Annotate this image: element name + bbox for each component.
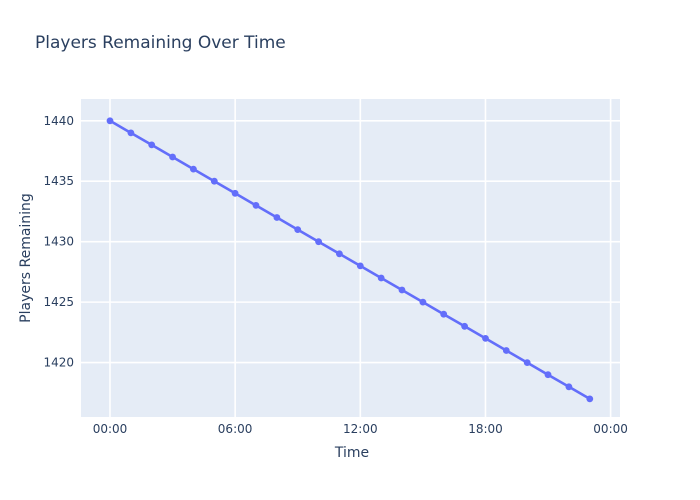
data-point[interactable] (273, 214, 281, 221)
data-point[interactable] (294, 226, 302, 234)
y-tick-label: 1440 (43, 114, 74, 128)
data-point[interactable] (210, 177, 218, 185)
x-axis-title: Time (334, 445, 369, 461)
x-tick-label: 00:00 (593, 422, 628, 436)
data-point[interactable] (398, 286, 406, 294)
data-point[interactable] (169, 153, 177, 161)
y-tick-label: 1435 (43, 174, 74, 188)
data-point[interactable] (565, 383, 573, 391)
x-tick-label: 06:00 (218, 422, 253, 436)
x-tick-label: 18:00 (468, 422, 503, 436)
y-tick-label: 1430 (43, 235, 74, 249)
chart-title: Players Remaining Over Time (35, 33, 286, 53)
y-axis-title: Players Remaining (18, 193, 34, 323)
data-point[interactable] (336, 250, 343, 258)
data-point[interactable] (482, 335, 489, 342)
data-point[interactable] (148, 141, 156, 149)
data-point[interactable] (315, 238, 322, 246)
data-point[interactable] (106, 117, 114, 125)
y-tick-label: 1425 (43, 295, 74, 309)
data-point[interactable] (502, 347, 510, 354)
data-point[interactable] (544, 371, 552, 379)
data-point[interactable] (523, 359, 531, 366)
data-point[interactable] (356, 262, 364, 270)
data-point[interactable] (586, 395, 594, 403)
data-point[interactable] (127, 129, 135, 137)
data-point[interactable] (377, 274, 385, 282)
data-point[interactable] (461, 322, 468, 330)
y-tick-label: 1420 (43, 356, 74, 370)
x-tick-label: 12:00 (343, 422, 378, 436)
x-tick-label: 00:00 (93, 422, 128, 436)
plot-area[interactable]: 00:00 06:00 12:00 18:00 00:00 1420 1425 1430 143… (43, 99, 628, 436)
data-point[interactable] (231, 189, 239, 197)
data-point[interactable] (440, 310, 448, 318)
data-point[interactable] (419, 298, 427, 306)
data-point[interactable] (190, 165, 197, 173)
series-line (108, 119, 592, 401)
data-point[interactable] (252, 202, 260, 209)
